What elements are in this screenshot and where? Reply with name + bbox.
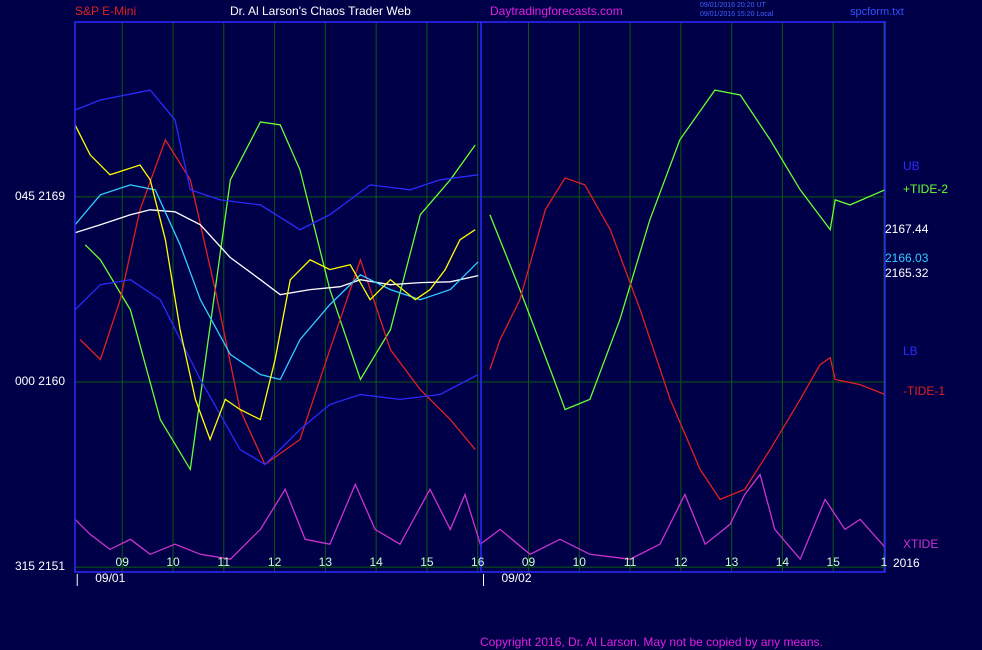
file-name: spcform.txt [850, 6, 904, 18]
chart-title: Dr. Al Larson's Chaos Trader Web [230, 4, 411, 18]
chart-title: S&P E-Mini [75, 4, 136, 18]
x-tick-label: 12 [674, 555, 688, 569]
x-tick-label: 09 [522, 555, 536, 569]
plot [74, 89, 886, 561]
copyright: Copyright 2016, Dr. Al Larson. May not b… [480, 635, 823, 649]
annotation: XTIDE [903, 537, 938, 551]
x-tick-label: 16 [471, 555, 485, 569]
y-tick-label: 315 2151 [15, 559, 65, 573]
x-tick-label: 10 [166, 555, 180, 569]
annotation: -TIDE-1 [903, 384, 945, 398]
x-tick-label: 12 [268, 555, 282, 569]
annotation: 2167.44 [885, 222, 929, 236]
annotation: +TIDE-2 [903, 182, 948, 196]
date-label: 09/02 [501, 571, 531, 585]
series-line [74, 279, 479, 466]
site: Daytradingforecasts.com [490, 4, 623, 18]
series-line [74, 89, 479, 231]
annotation: LB [903, 344, 918, 358]
timestamp: 09/01/2016 15:20 Local [700, 11, 774, 18]
y-tick-label: 000 2160 [15, 374, 65, 388]
series-line [74, 209, 479, 296]
x-tick-label: 10 [573, 555, 587, 569]
x-tick-label: 11 [624, 555, 637, 569]
x-tick-label: 14 [776, 555, 790, 569]
x-tick-label: 13 [725, 555, 739, 569]
series-line [84, 89, 886, 472]
x-tick-label: 13 [319, 555, 333, 569]
series-line [74, 124, 476, 442]
x-tick-label: 15 [827, 555, 841, 569]
timestamp: 09/01/2016 20:20 UT [700, 2, 766, 9]
y-tick-label: 045 2169 [15, 189, 65, 203]
annotation: UB [903, 159, 920, 173]
plot-border [74, 21, 886, 573]
x-tick-label: 14 [369, 555, 383, 569]
date-label: 09/01 [95, 571, 125, 585]
x-tick-label: 1 [881, 555, 888, 569]
x-tick-label: 11 [218, 555, 231, 569]
series-line [74, 473, 886, 561]
annotation: 2166.03 [885, 251, 929, 265]
annotation: 2016 [893, 556, 920, 570]
x-tick-label: 15 [420, 555, 434, 569]
series-line [79, 138, 886, 501]
annotation: 2165.32 [885, 266, 929, 280]
x-tick-label: 09 [116, 555, 130, 569]
